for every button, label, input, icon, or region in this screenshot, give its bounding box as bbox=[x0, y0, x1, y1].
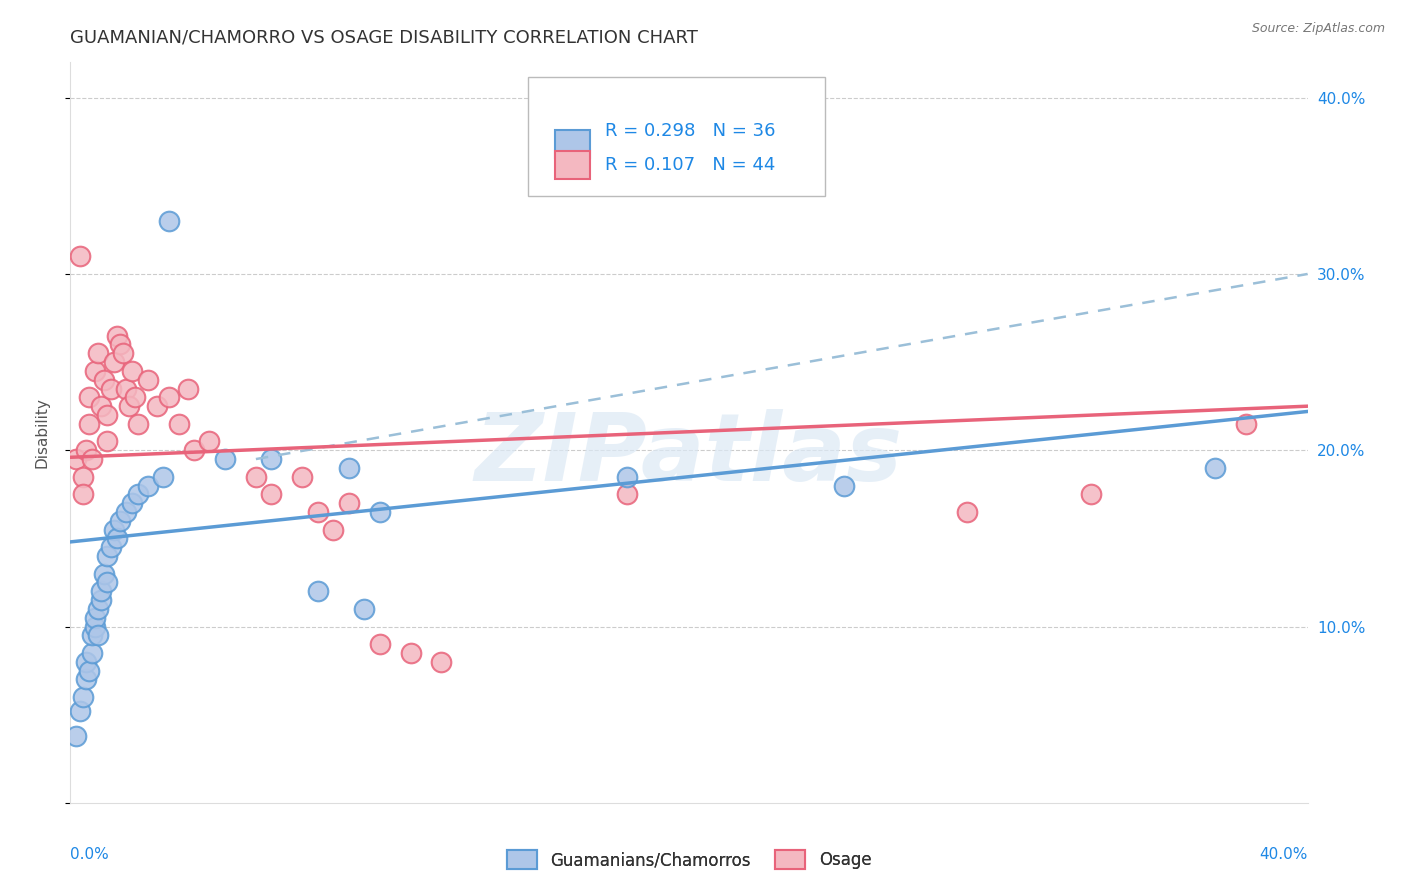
Point bbox=[77, 664, 100, 678]
Point bbox=[84, 619, 107, 633]
Point bbox=[118, 399, 141, 413]
Point bbox=[69, 249, 91, 263]
Point bbox=[69, 704, 91, 718]
Point bbox=[80, 628, 103, 642]
FancyBboxPatch shape bbox=[555, 152, 591, 179]
Legend: Guamanians/Chamorros, Osage: Guamanians/Chamorros, Osage bbox=[501, 843, 877, 876]
Point bbox=[183, 443, 205, 458]
Point bbox=[100, 540, 122, 554]
Point bbox=[136, 373, 159, 387]
Point bbox=[87, 346, 110, 360]
Point bbox=[90, 399, 112, 413]
Point bbox=[93, 373, 115, 387]
Point bbox=[121, 496, 143, 510]
Point bbox=[177, 382, 200, 396]
Point bbox=[337, 461, 360, 475]
Point bbox=[103, 355, 125, 369]
Point bbox=[72, 469, 94, 483]
FancyBboxPatch shape bbox=[529, 78, 825, 195]
Point bbox=[167, 417, 190, 431]
Point bbox=[75, 443, 97, 458]
Point bbox=[90, 593, 112, 607]
Point bbox=[77, 390, 100, 404]
Point bbox=[307, 584, 329, 599]
Point bbox=[956, 505, 979, 519]
Point bbox=[353, 602, 375, 616]
Point bbox=[115, 505, 138, 519]
Point bbox=[75, 655, 97, 669]
Point bbox=[337, 496, 360, 510]
Point bbox=[616, 487, 638, 501]
Point bbox=[430, 655, 453, 669]
Point bbox=[96, 408, 118, 422]
Text: ZIPatlas: ZIPatlas bbox=[475, 409, 903, 500]
Point bbox=[105, 328, 128, 343]
Point bbox=[136, 478, 159, 492]
Point bbox=[103, 523, 125, 537]
Point bbox=[127, 487, 149, 501]
Point bbox=[80, 452, 103, 467]
Text: 0.0%: 0.0% bbox=[70, 847, 110, 863]
Text: R = 0.298   N = 36: R = 0.298 N = 36 bbox=[605, 121, 775, 139]
Point bbox=[77, 417, 100, 431]
Point bbox=[90, 584, 112, 599]
Point bbox=[84, 610, 107, 624]
Point bbox=[87, 602, 110, 616]
Point bbox=[100, 382, 122, 396]
Point bbox=[152, 469, 174, 483]
Point bbox=[96, 549, 118, 563]
Point bbox=[65, 729, 87, 743]
Point bbox=[245, 469, 267, 483]
Point bbox=[124, 390, 146, 404]
Point bbox=[108, 337, 131, 351]
Point bbox=[616, 469, 638, 483]
Point bbox=[65, 452, 87, 467]
Point bbox=[260, 452, 283, 467]
Point bbox=[111, 346, 134, 360]
Point bbox=[399, 646, 422, 660]
Point bbox=[127, 417, 149, 431]
Point bbox=[1204, 461, 1226, 475]
Point bbox=[115, 382, 138, 396]
Text: GUAMANIAN/CHAMORRO VS OSAGE DISABILITY CORRELATION CHART: GUAMANIAN/CHAMORRO VS OSAGE DISABILITY C… bbox=[70, 29, 699, 47]
Point bbox=[105, 532, 128, 546]
Point bbox=[72, 487, 94, 501]
Point bbox=[832, 478, 855, 492]
Point bbox=[87, 628, 110, 642]
Point bbox=[80, 646, 103, 660]
Point bbox=[96, 575, 118, 590]
Point bbox=[368, 505, 391, 519]
FancyBboxPatch shape bbox=[555, 130, 591, 158]
Point bbox=[157, 390, 180, 404]
Point bbox=[260, 487, 283, 501]
Text: Source: ZipAtlas.com: Source: ZipAtlas.com bbox=[1251, 22, 1385, 36]
Point bbox=[307, 505, 329, 519]
Point bbox=[96, 434, 118, 449]
Text: R = 0.107   N = 44: R = 0.107 N = 44 bbox=[605, 156, 775, 174]
Point bbox=[157, 214, 180, 228]
Point bbox=[1080, 487, 1102, 501]
Point bbox=[322, 523, 344, 537]
Point bbox=[291, 469, 314, 483]
Y-axis label: Disability: Disability bbox=[35, 397, 49, 468]
Point bbox=[146, 399, 169, 413]
Point bbox=[108, 514, 131, 528]
Point bbox=[84, 364, 107, 378]
Point bbox=[75, 673, 97, 687]
Point bbox=[72, 690, 94, 704]
Point bbox=[93, 566, 115, 581]
Point bbox=[368, 637, 391, 651]
Point bbox=[1234, 417, 1257, 431]
Point bbox=[198, 434, 221, 449]
Point bbox=[121, 364, 143, 378]
Point bbox=[214, 452, 236, 467]
Text: 40.0%: 40.0% bbox=[1260, 847, 1308, 863]
